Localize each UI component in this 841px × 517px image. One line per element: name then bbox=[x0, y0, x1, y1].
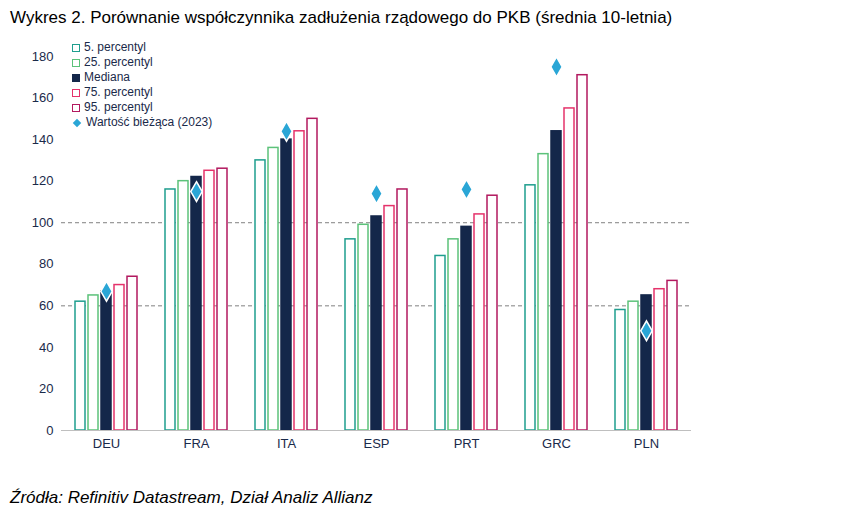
svg-text:DEU: DEU bbox=[93, 436, 120, 451]
svg-text:PLN: PLN bbox=[634, 436, 659, 451]
html-text:95. percentyl: 95. percentyl bbox=[84, 100, 153, 114]
html-text:Źródła: Refinitiv Datastream,: Źródła: Refinitiv Datastream, Dział Anal… bbox=[10, 488, 373, 507]
svg-text:FRA: FRA bbox=[184, 436, 210, 451]
svg-text:0: 0 bbox=[46, 423, 53, 438]
svg-text:20: 20 bbox=[39, 381, 53, 396]
svg-text:ITA: ITA bbox=[277, 436, 297, 451]
html-text:Wartość bieżąca (2023): Wartość bieżąca (2023) bbox=[86, 115, 213, 129]
svg-text:120: 120 bbox=[32, 173, 54, 188]
svg-text:140: 140 bbox=[32, 132, 54, 147]
html-text:25. percentyl: 25. percentyl bbox=[84, 55, 153, 69]
html-text:Wykres 2. Porównanie współczyn: Wykres 2. Porównanie współczynnika zadłu… bbox=[10, 8, 673, 27]
svg-text:80: 80 bbox=[39, 256, 53, 271]
html-text:75. percentyl: 75. percentyl bbox=[84, 85, 153, 99]
svg-text:40: 40 bbox=[39, 340, 53, 355]
svg-text:GRC: GRC bbox=[542, 436, 571, 451]
svg-text:100: 100 bbox=[32, 215, 54, 230]
svg-text:PRT: PRT bbox=[454, 436, 480, 451]
svg-text:180: 180 bbox=[32, 49, 54, 64]
html-text:Mediana: Mediana bbox=[84, 70, 130, 84]
svg-text:160: 160 bbox=[32, 90, 54, 105]
html-text:5. percentyl: 5. percentyl bbox=[84, 40, 146, 54]
svg-text:60: 60 bbox=[39, 298, 53, 313]
svg-text:ESP: ESP bbox=[363, 436, 389, 451]
